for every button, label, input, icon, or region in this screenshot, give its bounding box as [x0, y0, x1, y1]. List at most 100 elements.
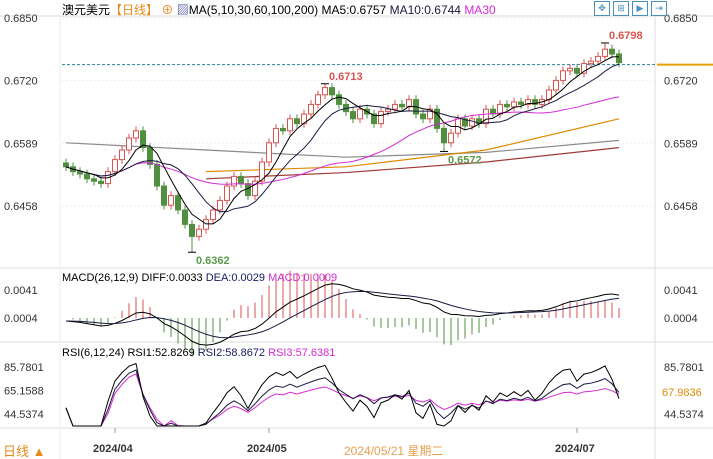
candle-up — [308, 103, 314, 115]
candle-up — [196, 228, 202, 237]
date-tick: 2024/07 — [555, 443, 595, 455]
rsi-tick-left: 44.5374 — [4, 409, 44, 421]
candle-up — [588, 60, 594, 65]
candle-down — [434, 108, 440, 129]
ma10-value: MA10:0.6744 — [389, 3, 461, 17]
candle-up — [560, 70, 566, 81]
candle-down — [336, 94, 342, 105]
rsi2-line — [65, 369, 620, 427]
candle-down — [63, 162, 69, 168]
candle-up — [567, 67, 573, 72]
ma30-value: MA30 — [464, 3, 496, 17]
candle-up — [231, 175, 237, 187]
period-button[interactable]: 日线 ▲ — [3, 444, 46, 459]
price-tick-right: 0.6458 — [664, 201, 698, 213]
candle-down — [98, 180, 104, 185]
date-tick: 2024/05 — [247, 443, 287, 455]
macd-value: MACD:0.0009 — [268, 272, 338, 284]
ma5-line — [65, 56, 620, 225]
candle-down — [91, 178, 97, 182]
step-forward-icon[interactable]: ▶ — [632, 1, 648, 16]
zoom-range-icon[interactable]: ⊞ — [613, 1, 629, 16]
candle-up — [448, 132, 454, 144]
candle-down — [420, 113, 426, 120]
ma10-line — [65, 63, 620, 213]
rsi-tick-left: 65.1588 — [4, 385, 44, 397]
rsi3-value: RSI3:57.6381 — [268, 347, 336, 359]
candle-down — [350, 111, 356, 120]
candle-up — [217, 199, 223, 211]
candle-down — [175, 195, 181, 211]
price-tick-left: 0.6458 — [4, 201, 38, 213]
extreme-label: 0.6713 — [329, 71, 363, 83]
macd-dea: DEA:0.0029 — [205, 272, 266, 284]
extreme-label: 0.6362 — [196, 255, 230, 267]
candle-up — [469, 118, 475, 127]
date-tick: 2024/04 — [93, 443, 134, 455]
macd-tick-left: 0.0041 — [4, 285, 38, 297]
macd-tick-right: 0.0041 — [664, 285, 698, 297]
candle-down — [616, 53, 622, 64]
ma200-line — [205, 147, 620, 180]
rsi1-line — [65, 362, 620, 427]
candle-down — [574, 67, 580, 74]
macd-tick-left: 0.0004 — [4, 313, 38, 325]
price-tick-right: 0.6589 — [664, 138, 698, 150]
candle-down — [329, 87, 335, 96]
symbol-name: 澳元美元 — [62, 3, 111, 17]
candle-up — [252, 180, 258, 197]
candle-up — [112, 159, 118, 173]
rsi3-line — [65, 373, 620, 427]
candle-up — [483, 108, 489, 125]
candle-down — [518, 101, 524, 105]
candle-up — [406, 99, 412, 108]
macd-header: MACD(26,12,9) DIFF:0.0033 DEA:0.0029 MAC… — [62, 272, 337, 284]
candle-down — [399, 103, 405, 108]
candle-down — [609, 48, 615, 55]
dea-line — [65, 290, 620, 339]
candle-down — [462, 118, 468, 127]
candle-up — [511, 101, 517, 108]
rsi-current-label: 67.9836 — [662, 387, 702, 399]
candle-down — [147, 147, 153, 165]
ma30-line — [65, 96, 620, 185]
ma-label[interactable]: MA(5,10,30,60,100,200) — [188, 3, 319, 17]
candle-up — [315, 94, 321, 105]
price-tick-left: 0.6589 — [4, 138, 38, 150]
candle-up — [273, 127, 279, 144]
rsi-header: RSI(6,12,24) RSI1:52.8269 RSI2:58.8672 R… — [62, 347, 335, 359]
rsi-tick-right: 85.7801 — [664, 362, 704, 374]
candle-up — [602, 48, 608, 57]
add-icon[interactable]: ⊕ — [161, 3, 174, 17]
candle-up — [133, 130, 139, 139]
move-icon[interactable]: ✥ — [594, 1, 610, 16]
indicator-icon[interactable]: ▨ — [176, 3, 189, 17]
candle-down — [280, 127, 286, 132]
candle-up — [525, 99, 531, 105]
candle-down — [77, 171, 83, 175]
candle-up — [168, 195, 174, 206]
candle-down — [182, 209, 188, 225]
candle-up — [259, 161, 265, 182]
macd-tick-right: 0.0004 — [664, 313, 698, 325]
candle-up — [210, 209, 216, 221]
candle-down — [84, 173, 90, 180]
ma5-value: MA5:0.6757 — [321, 3, 387, 17]
macd-title: MACD(26,12,9) — [62, 272, 139, 284]
diff-line — [65, 283, 620, 346]
rsi-tick-left: 85.7801 — [4, 362, 44, 374]
ma100-line — [65, 139, 620, 158]
candle-down — [238, 175, 244, 185]
rsi1-value: RSI1:52.8269 — [127, 347, 195, 359]
candle-down — [504, 103, 510, 108]
candle-up — [126, 137, 132, 151]
rsi-title: RSI(6,12,24) — [62, 347, 125, 359]
period-label[interactable]: 【日线】 — [110, 3, 159, 17]
candle-up — [322, 87, 328, 96]
jump-end-icon[interactable]: ⇥ — [651, 1, 667, 16]
candle-up — [378, 111, 384, 125]
candle-up — [266, 142, 272, 163]
candle-up — [581, 63, 587, 74]
